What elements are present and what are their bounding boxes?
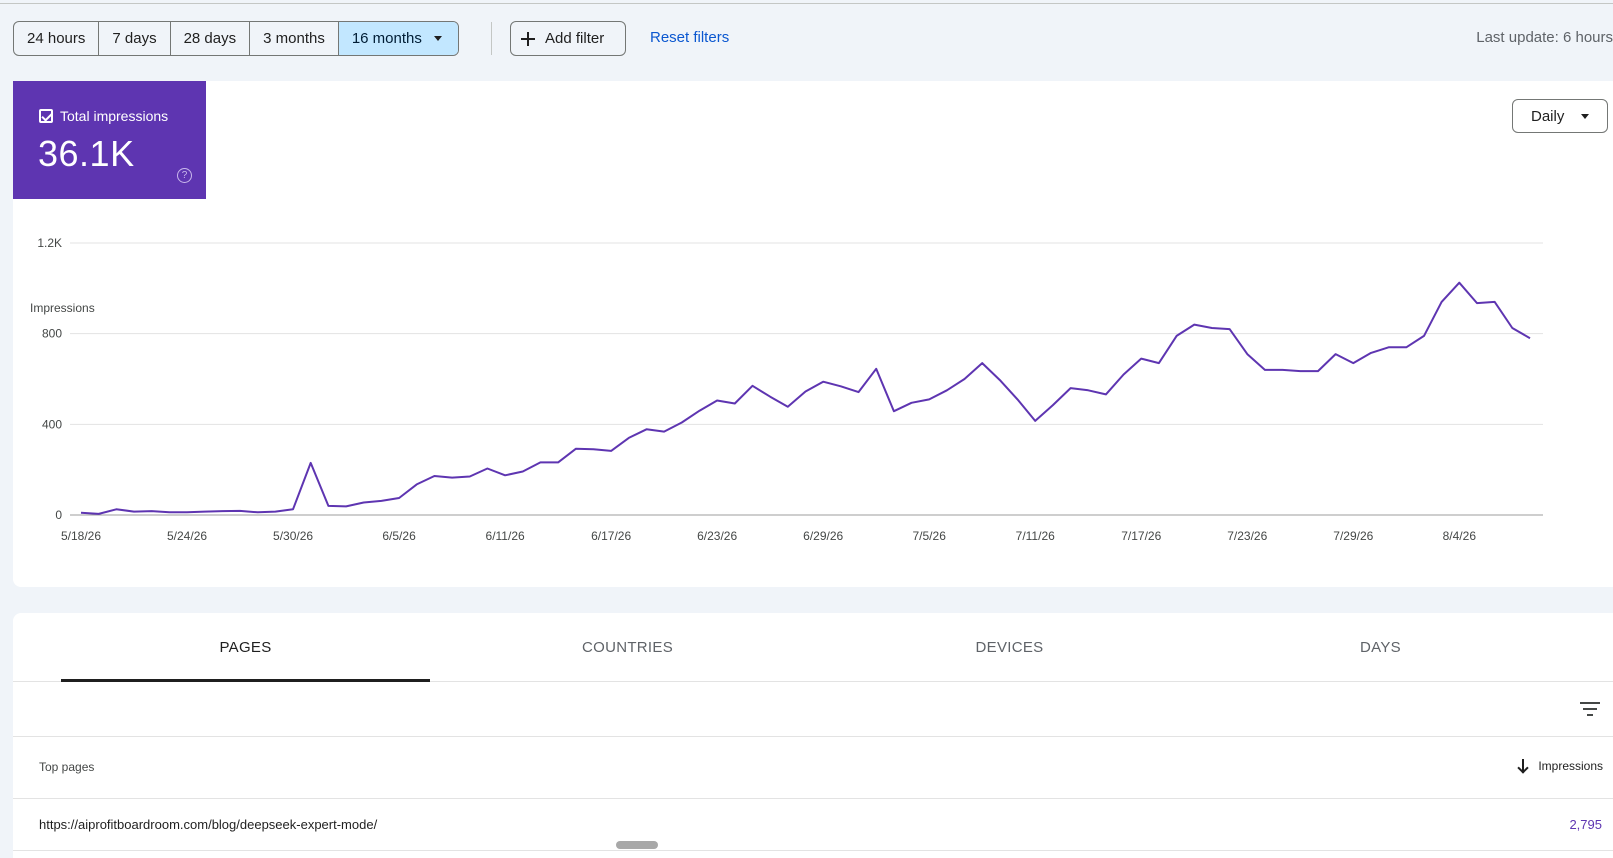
y-tick-label: 800 [42,327,62,341]
metric-value: 36.1K [38,133,135,174]
x-tick-label: 6/29/26 [803,529,843,543]
tab-pages[interactable]: PAGES [219,639,272,656]
top-divider [0,3,1613,4]
range-16-months-button[interactable]: 16 months [338,22,458,55]
table-filter-row [13,682,1613,737]
column-header-top-pages: Top pages [39,760,95,774]
y-tick-label: 0 [55,508,62,522]
y-axis-ticks: 0 400 800 1.2K [37,236,62,522]
add-filter-label: Add filter [545,30,605,47]
last-update-text: Last update: 6 hours [1476,29,1613,46]
chevron-down-icon [433,36,442,41]
date-range-selector: 24 hours 7 days 28 days 3 months 16 mont… [13,21,459,56]
x-tick-label: 5/18/26 [61,529,101,543]
performance-chart-card: Total impressions 36.1K ? Daily 0 400 800 1… [13,81,1613,587]
impressions-series-line [80,281,1531,515]
add-filter-button[interactable]: Add filter [510,21,626,56]
impressions-line-chart: 0 400 800 1.2K 5/18/26 5/24/26 5/30/26 6/5/26 6… [30,236,1543,543]
metric-label-row: Total impressions [39,108,168,124]
range-16-months-label: 16 months [351,30,422,47]
x-tick-label: 7/5/26 [913,529,947,543]
y-axis-title: Impressions [30,301,95,315]
filter-bar: 24 hours 7 days 28 days 3 months 16 mont… [13,21,1613,56]
resize-handle[interactable] [616,841,658,849]
x-tick-label: 5/24/26 [167,529,207,543]
tab-countries[interactable]: COUNTRIES [581,639,674,656]
checkbox-checked-icon [39,109,53,123]
range-7-days-button[interactable]: 7 days [99,22,171,55]
range-3-months-button[interactable]: 3 months [250,22,339,55]
x-tick-label: 6/5/26 [382,529,416,543]
metric-label: Total impressions [60,108,169,124]
table-header-row: Top pages Impressions [13,737,1613,799]
y-tick-label: 400 [42,417,62,431]
chevron-down-icon [1581,113,1590,119]
x-tick-label: 8/4/26 [1443,529,1477,543]
x-axis-ticks: 5/18/26 5/24/26 5/30/26 6/5/26 6/11/26 6/17/2… [61,529,1476,543]
column-header-impressions-label: Impressions [1538,759,1603,773]
y-tick-label: 1.2K [37,236,62,250]
x-tick-label: 5/30/26 [273,529,313,543]
column-header-impressions[interactable]: Impressions [1517,759,1603,773]
total-impressions-tile[interactable]: Total impressions 36.1K ? [13,81,206,199]
x-tick-label: 6/17/26 [591,529,631,543]
sort-arrow-down-icon [1517,759,1529,773]
dimension-table-card: PAGES COUNTRIES DEVICES DAYS Top pages I… [13,613,1613,858]
x-tick-label: 7/11/26 [1016,529,1055,543]
reset-filters-link[interactable]: Reset filters [650,29,730,46]
x-tick-label: 6/23/26 [697,529,737,543]
impressions-value: 2,795 [1569,817,1602,832]
plus-icon [521,31,535,46]
chart-series [80,281,1531,515]
tab-devices[interactable]: DEVICES [975,639,1044,656]
granularity-dropdown[interactable]: Daily [1512,99,1608,133]
filter-divider [491,22,492,55]
tab-days[interactable]: DAYS [1360,639,1401,656]
granularity-label: Daily [1531,107,1565,125]
x-tick-label: 6/11/26 [486,529,525,543]
active-tab-indicator [61,679,430,682]
table-row[interactable]: https://aiprofitboardroom.com/blog/deeps… [13,799,1613,851]
range-28-days-button[interactable]: 28 days [171,22,251,55]
x-tick-label: 7/29/26 [1333,529,1373,543]
page-url: https://aiprofitboardroom.com/blog/deeps… [39,817,378,832]
chart-gridlines [70,242,1543,516]
x-tick-label: 7/17/26 [1121,529,1161,543]
dimension-tabs: PAGES COUNTRIES DEVICES DAYS [13,613,1613,682]
help-icon[interactable]: ? [177,168,192,183]
range-24-hours-button[interactable]: 24 hours [14,22,100,55]
x-tick-label: 7/23/26 [1227,529,1267,543]
filter-lines-icon[interactable] [1580,702,1600,716]
